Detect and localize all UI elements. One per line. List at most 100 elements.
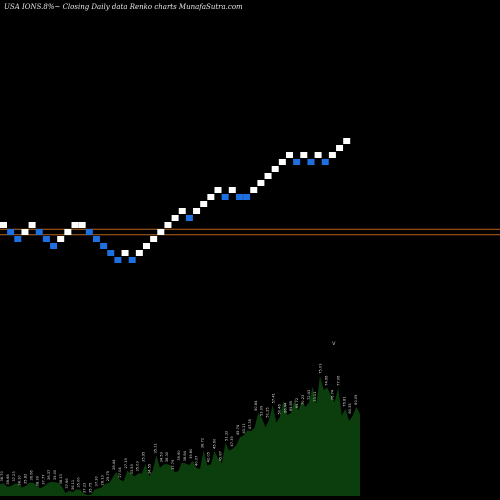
brick-down xyxy=(92,236,100,242)
brick-up xyxy=(28,222,36,228)
rsi-value-label: 66.44 xyxy=(283,402,287,413)
rsi-value-label: 38.33 xyxy=(59,474,63,484)
brick-up xyxy=(178,208,186,214)
rsi-value-label: 38.39 xyxy=(35,475,39,486)
brick-up xyxy=(157,229,165,235)
brick-up xyxy=(64,229,72,235)
rsi-value-label: 36.66 xyxy=(30,470,34,481)
brick-down xyxy=(85,229,93,235)
brick-down xyxy=(7,229,15,235)
rsi-value-label: 36.68 xyxy=(6,474,10,485)
brick-up xyxy=(150,236,158,242)
brick-up xyxy=(300,152,308,158)
rsi-value-label: 35.03 xyxy=(136,461,140,471)
rsi-value-label: 53.09 xyxy=(260,405,264,416)
rsi-panel xyxy=(0,375,360,496)
brick-down xyxy=(235,194,243,200)
brick-up xyxy=(193,208,201,214)
rsi-value-label: 38.72 xyxy=(201,438,205,448)
brick-down xyxy=(128,257,136,263)
rsi-value-label: 33.50 xyxy=(130,463,134,474)
rsi-value-label: 57.41 xyxy=(271,393,275,403)
brick-up xyxy=(271,166,279,172)
rsi-value-label: 37.23 xyxy=(83,483,87,493)
rsi-value-label: 72.43 xyxy=(307,390,311,400)
rsi-value-label: 34.53 xyxy=(159,452,163,462)
rsi-value-label: 74.66 xyxy=(325,375,329,386)
brick-down xyxy=(321,159,329,165)
brick-up xyxy=(121,250,129,256)
brick-down xyxy=(100,243,108,249)
renko-bricks xyxy=(0,138,351,263)
rsi-value-label: 47.35 xyxy=(248,419,252,429)
brick-up xyxy=(78,222,86,228)
brick-up xyxy=(164,222,172,228)
rsi-value-label: 73.11 xyxy=(313,391,317,401)
brick-down xyxy=(42,236,50,242)
rsi-value-label: 45.74 xyxy=(236,424,240,435)
brick-down xyxy=(307,159,315,165)
chart-title: USA IONS.8%~ Closing Daily data Renko ch… xyxy=(4,3,243,11)
rsi-value-label: 37.77 xyxy=(41,474,45,484)
rsi-value-label: 50.46 xyxy=(277,404,281,415)
cursor-marker: v xyxy=(332,340,336,347)
rsi-value-label: 76.74 xyxy=(330,389,334,400)
rsi-value-label: 35.95 xyxy=(142,452,146,462)
brick-up xyxy=(57,236,65,242)
brick-down xyxy=(35,229,43,235)
brick-down xyxy=(14,236,22,242)
rsi-value-label: 35.75 xyxy=(89,483,93,493)
brick-up xyxy=(143,243,150,249)
rsi-value-label: 75.03 xyxy=(319,363,323,373)
brick-down xyxy=(243,194,251,200)
rsi-area xyxy=(0,375,360,496)
brick-down xyxy=(50,243,58,249)
brick-up xyxy=(228,187,236,193)
brick-up xyxy=(0,222,7,228)
rsi-value-label: 42.05 xyxy=(207,452,211,462)
brick-up xyxy=(286,152,293,158)
rsi-value-label: 37.66 xyxy=(65,478,69,489)
brick-up xyxy=(207,194,215,200)
rsi-value-label: 37.23 xyxy=(12,471,16,481)
rsi-value-label: 25.75 xyxy=(106,471,110,481)
brick-up xyxy=(71,222,79,228)
brick-up xyxy=(250,187,258,193)
brick-down xyxy=(114,257,122,263)
rsi-value-label: 69.72 xyxy=(295,398,299,408)
rsi-value-label: 38.70 xyxy=(0,471,4,482)
brick-up xyxy=(278,159,286,165)
rsi-value-label: 38.10 xyxy=(18,475,22,486)
rsi-value-label: 45.60 xyxy=(212,438,216,449)
brick-up xyxy=(135,250,143,256)
rsi-value-label: 43.11 xyxy=(242,423,246,433)
brick-up xyxy=(257,180,265,186)
brick-up xyxy=(343,138,351,144)
brick-up xyxy=(214,187,222,193)
brick-down xyxy=(293,159,301,165)
rsi-value-label: 38.30 xyxy=(165,451,169,462)
brick-down xyxy=(107,250,115,256)
brick-up xyxy=(328,152,336,158)
rsi-value-label: 45.87 xyxy=(218,451,222,461)
rsi-value-label: 70.23 xyxy=(301,395,305,405)
rsi-value-label: 35.00 xyxy=(77,477,81,488)
brick-down xyxy=(185,215,193,221)
brick-up xyxy=(336,145,344,151)
rsi-value-label: 51.25 xyxy=(266,407,270,417)
rsi-value-label: 76.81 xyxy=(342,396,346,406)
rsi-value-label: 37.30 xyxy=(94,475,98,486)
rsi-value-label: 40.07 xyxy=(195,456,199,466)
rsi-value-label: 50.84 xyxy=(254,400,258,411)
rsi-value-label: 39.80 xyxy=(189,448,193,459)
rsi-value-label: 35.82 xyxy=(24,474,28,484)
rsi-value-label: 65.85 xyxy=(289,401,293,411)
brick-up xyxy=(200,201,208,207)
rsi-value-label: 38.84 xyxy=(183,450,187,461)
rsi-value-label: 37.79 xyxy=(171,459,175,470)
rsi-value-label: 28.44 xyxy=(112,459,116,470)
brick-up xyxy=(171,215,179,221)
rsi-value-label: 27.19 xyxy=(124,457,128,468)
